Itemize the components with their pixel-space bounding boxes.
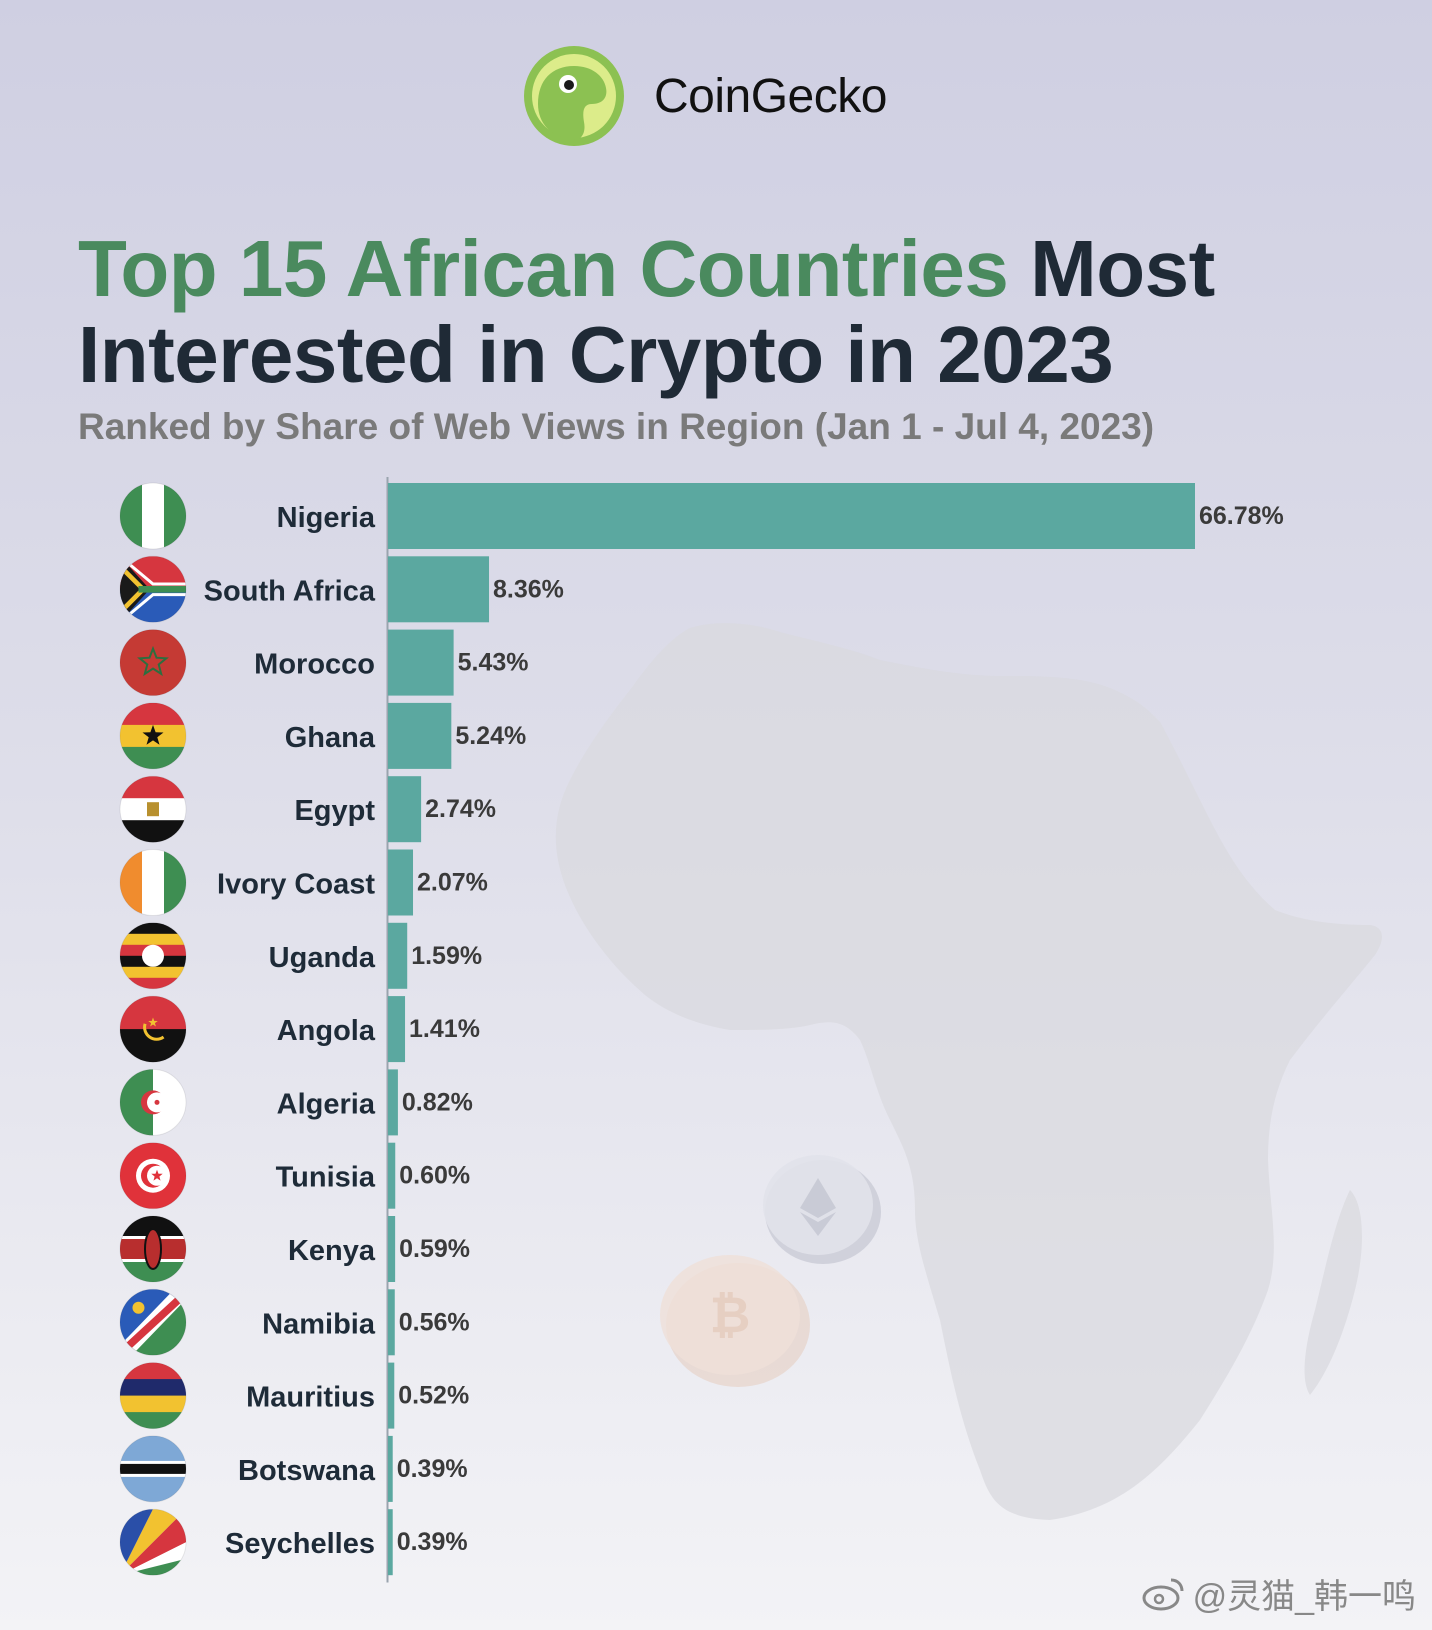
uganda-flag-icon — [120, 922, 186, 989]
chart-title-highlight: Top 15 African Countries — [78, 224, 1009, 313]
bar — [388, 922, 408, 989]
category-label: Uganda — [269, 942, 376, 974]
category-label: Ivory Coast — [217, 869, 375, 901]
bar — [388, 1435, 393, 1502]
bar — [388, 1069, 398, 1136]
watermark: @灵猫_韩一鸣 — [1141, 1569, 1416, 1618]
category-label: Morocco — [254, 649, 375, 681]
value-label: 0.59% — [399, 1235, 470, 1263]
bitcoin-coin-icon: ₿ — [660, 1255, 810, 1387]
brand-header: CoinGecko — [522, 44, 887, 148]
botswana-flag-icon — [120, 1435, 186, 1502]
bar — [388, 629, 454, 696]
value-label: 0.60% — [399, 1162, 470, 1190]
weibo-icon — [1142, 1578, 1184, 1610]
gecko-logo-icon — [524, 46, 624, 146]
value-label: 5.43% — [458, 649, 529, 677]
bar — [388, 1216, 396, 1282]
bar — [388, 1509, 393, 1576]
ivory-coast-flag-icon — [120, 849, 186, 916]
bar — [388, 483, 1195, 549]
value-label: 0.39% — [397, 1455, 468, 1483]
value-label: 2.07% — [417, 869, 488, 897]
kenya-flag-icon — [120, 1216, 186, 1282]
category-label: Kenya — [288, 1235, 376, 1267]
category-label: Seychelles — [225, 1528, 375, 1560]
category-label: Tunisia — [276, 1162, 376, 1194]
value-label: 1.59% — [411, 942, 482, 970]
bar — [388, 1362, 395, 1429]
chart-title-rest: Most Interested in Crypto in 2023 — [78, 224, 1215, 399]
nigeria-flag-icon — [120, 483, 186, 549]
ethereum-coin-icon — [763, 1155, 881, 1264]
bar — [388, 702, 452, 769]
value-label: 5.24% — [455, 722, 526, 750]
bar — [388, 556, 490, 623]
svg-text:₿: ₿ — [710, 1287, 751, 1343]
category-label: South Africa — [204, 575, 376, 607]
category-label: Algeria — [277, 1088, 376, 1120]
namibia-flag-icon — [120, 1289, 186, 1356]
category-label: Botswana — [238, 1455, 376, 1487]
bar — [388, 849, 414, 916]
category-label: Namibia — [262, 1308, 376, 1340]
morocco-flag-icon — [120, 629, 186, 696]
chart-subtitle: Ranked by Share of Web Views in Region (… — [78, 406, 1155, 447]
value-label: 0.39% — [397, 1528, 468, 1556]
category-label: Ghana — [285, 722, 376, 754]
value-label: 1.41% — [409, 1015, 480, 1043]
tunisia-flag-icon — [120, 1142, 186, 1209]
category-label: Angola — [277, 1015, 376, 1047]
value-label: 0.56% — [399, 1308, 470, 1336]
value-label: 0.52% — [398, 1382, 469, 1410]
seychelles-flag-icon — [120, 1509, 186, 1576]
value-label: 2.74% — [425, 795, 496, 823]
brand-name: CoinGecko — [654, 69, 887, 123]
category-label: Nigeria — [277, 502, 376, 534]
category-label: Egypt — [294, 795, 375, 827]
chart-title: Top 15 African Countries Most Interested… — [78, 226, 1398, 398]
bar — [388, 996, 406, 1063]
egypt-flag-icon — [120, 776, 186, 843]
bar — [388, 1142, 396, 1209]
watermark-text: @灵猫_韩一鸣 — [1192, 1578, 1416, 1616]
bar — [388, 776, 422, 843]
value-label: 8.36% — [493, 575, 564, 603]
value-label: 0.82% — [402, 1088, 473, 1116]
bar — [388, 1289, 395, 1356]
category-label: Mauritius — [246, 1382, 375, 1414]
value-label: 66.78% — [1199, 502, 1284, 530]
ghana-flag-icon — [120, 702, 186, 769]
